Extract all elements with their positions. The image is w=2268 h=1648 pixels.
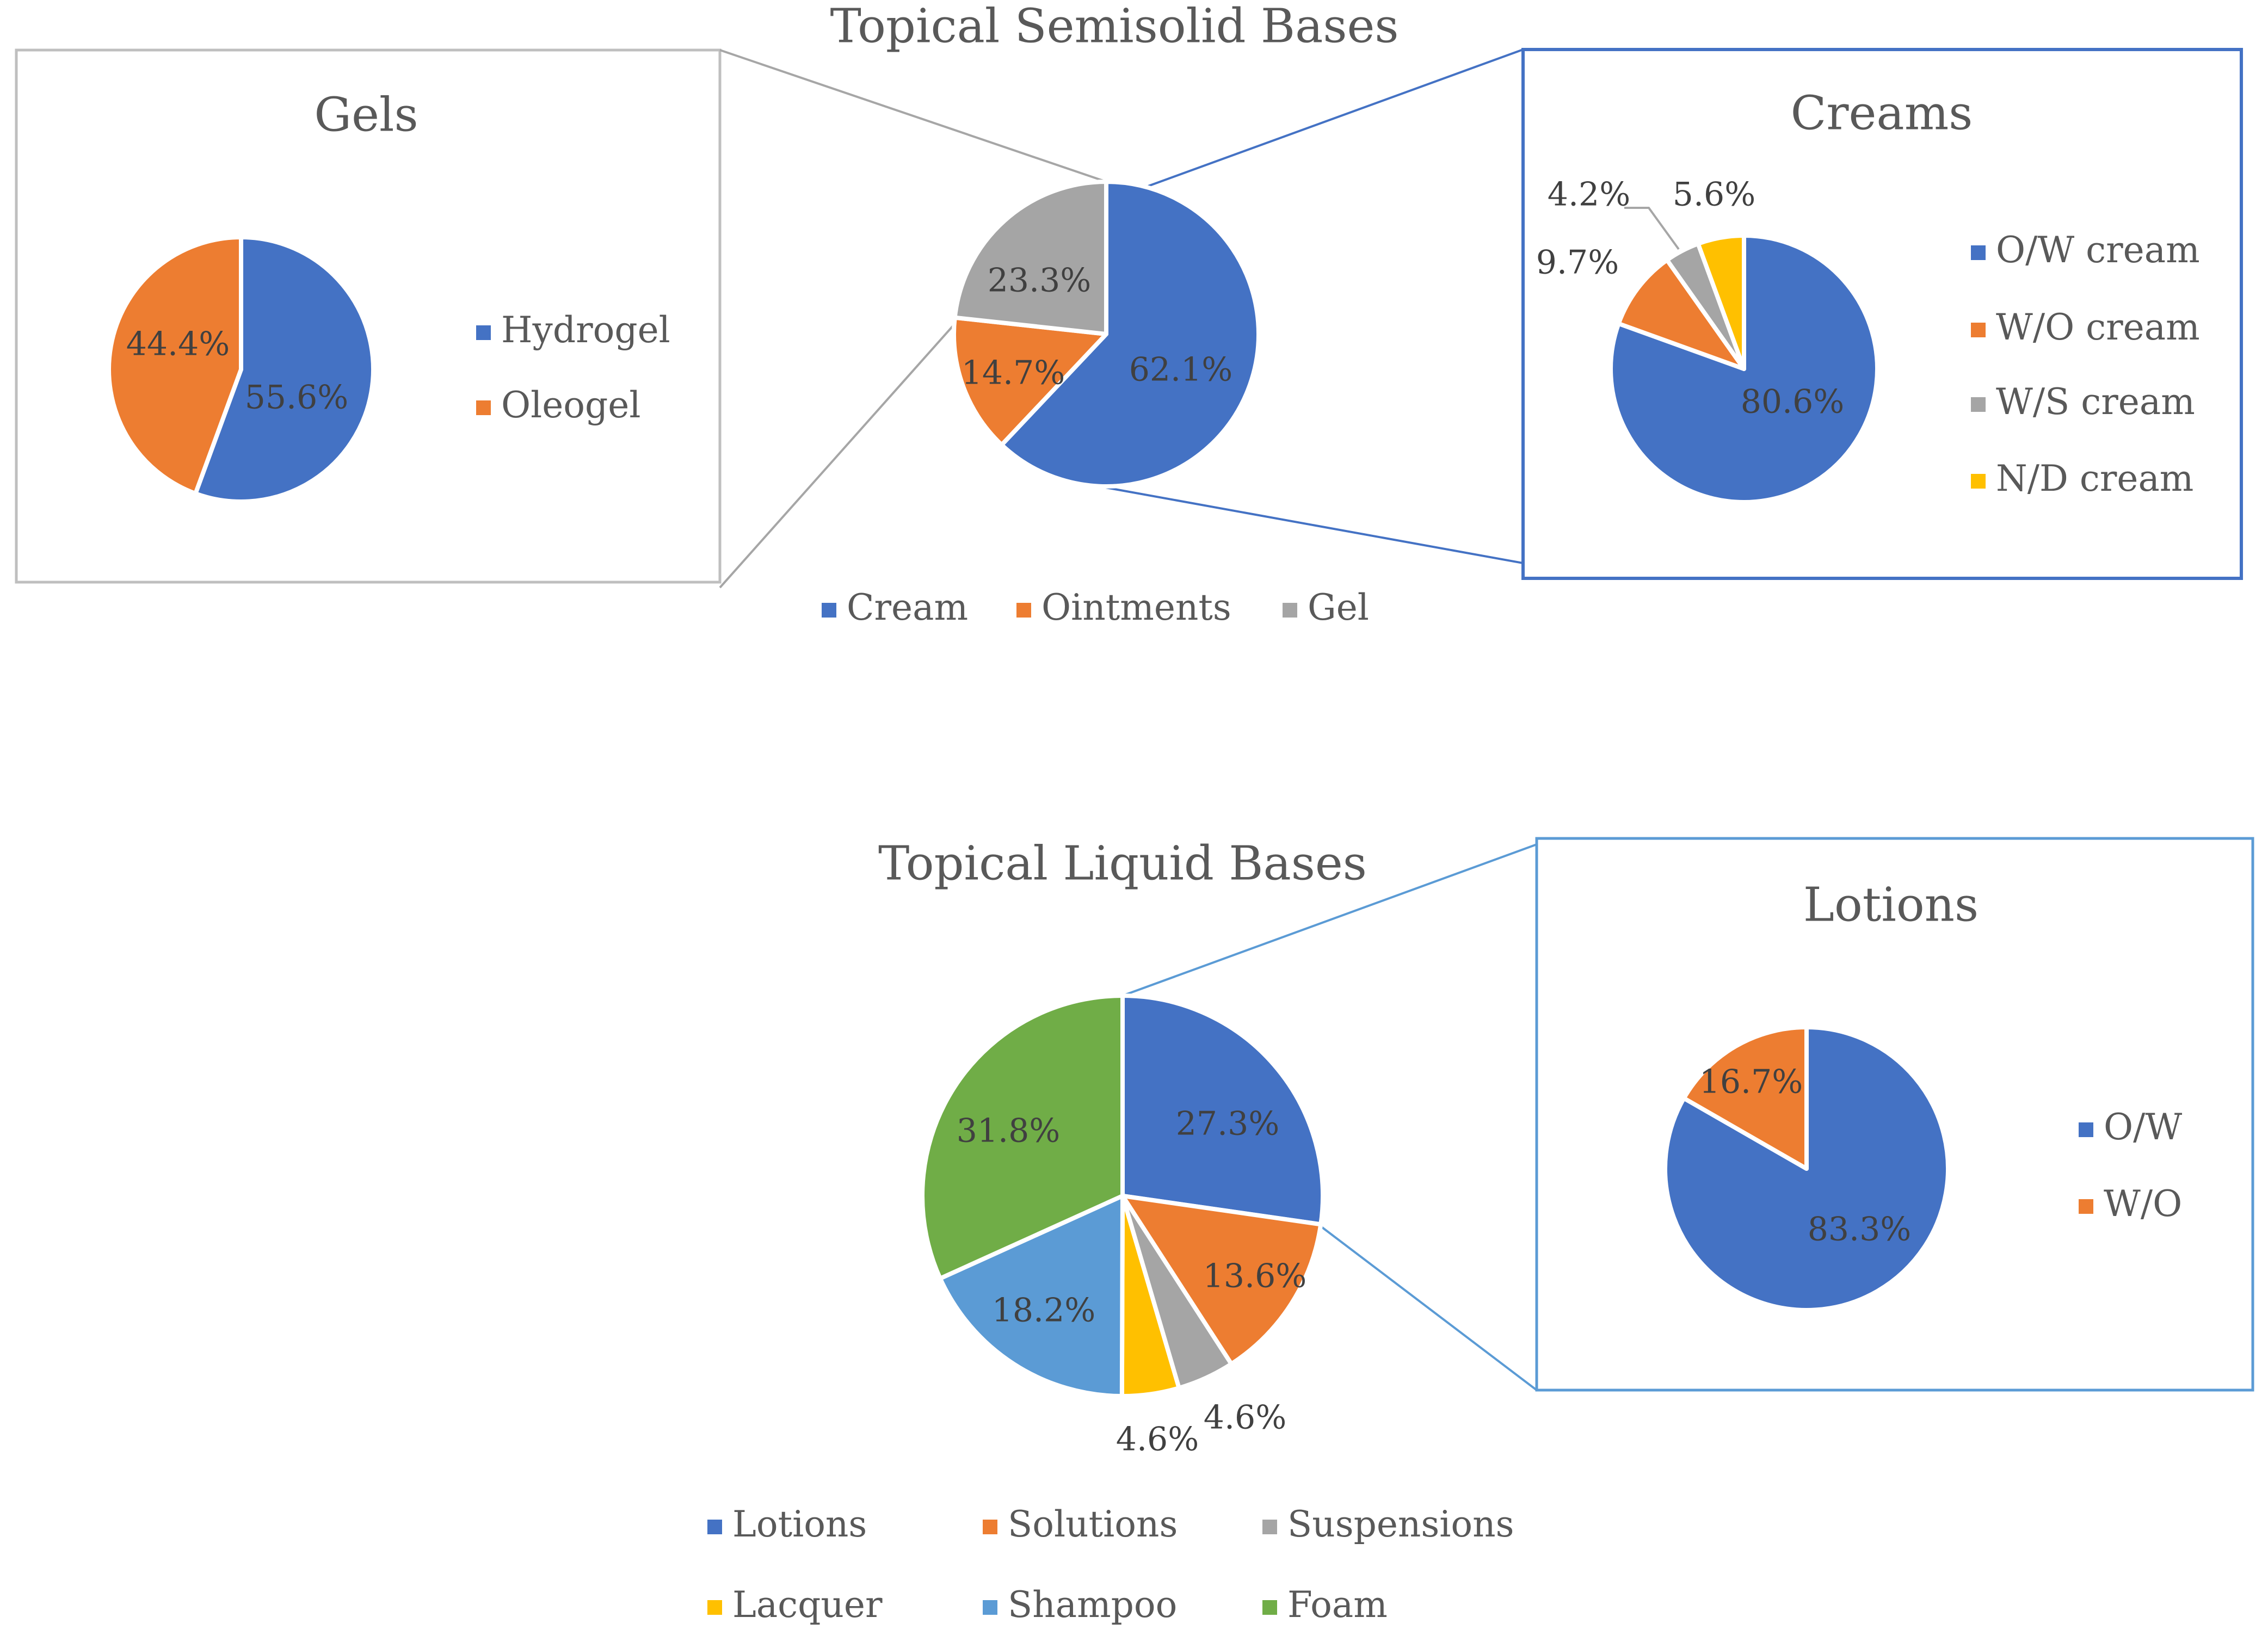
liquid-legend-label: Foam [1287,1584,1388,1626]
gels-connector-top [719,49,1107,183]
gels-legend-swatch [476,325,491,340]
lotions-connector-top [1122,843,1537,997]
semisolid-title: Topical Semisolid Bases [830,0,1398,54]
creams-legend-swatch [1971,474,1986,489]
creams-connector-bottom [1096,485,1524,564]
semisolid-legend-label: Cream [847,587,968,628]
liquid-data-label: 13.6% [1203,1257,1307,1295]
liquid-data-label: 31.8% [957,1112,1061,1150]
creams-connector-top [1148,48,1524,187]
creams-title: Creams [1791,87,1973,141]
semisolid-data-label: 23.3% [988,262,1092,300]
lotions-legend-swatch [2079,1122,2093,1137]
liquid-legend-swatch [1262,1520,1277,1534]
semisolid-legend-swatch [822,603,836,618]
gels-data-label: 44.4% [126,325,230,363]
creams-slice-n-d-cream [1696,233,1746,371]
liquid-slice-solutions [1120,1194,1323,1366]
lotions-legend-swatch [2079,1199,2093,1214]
gels-frame [15,48,722,584]
creams-data-label: 80.6% [1741,383,1845,421]
creams-legend-swatch [1971,397,1986,412]
gels-data-label: 55.6% [245,379,349,417]
lotions-connector-bottom [1317,1223,1538,1391]
semisolid-data-label: 14.7% [962,354,1065,392]
creams-frame [1521,48,2243,580]
semisolid-slice-gel [952,180,1108,336]
semisolid-slice-cream [999,180,1261,489]
liquid-slice-lotions [1120,993,1325,1227]
gels-legend-swatch [476,400,491,415]
lotions-frame [1535,837,2254,1392]
semisolid-slice-ointments [952,315,1108,447]
creams-data-label: 9.7% [1536,244,1619,282]
lotions-slice-w-o [1681,1025,1809,1171]
semisolid-data-label: 62.1% [1129,351,1233,389]
liquid-slice-shampoo [938,1194,1125,1398]
semisolid-legend-swatch [1016,603,1031,618]
gels-legend-label: Hydrogel [501,309,670,351]
liquid-legend-swatch [707,1600,722,1615]
liquid-data-label: 4.6% [1204,1399,1286,1437]
creams-legend-label: W/O cream [1996,306,2200,348]
liquid-slice-foam [920,993,1125,1281]
lotions-legend-label: W/O [2104,1183,2182,1225]
liquid-legend-label: Lacquer [732,1584,883,1626]
liquid-legend-label: Shampoo [1008,1584,1177,1626]
liquid-legend-swatch [707,1520,722,1534]
gels-legend-label: Oleogel [501,384,640,426]
liquid-legend-label: Lotions [732,1503,867,1545]
frames-and-connectors [15,48,2254,1392]
semisolid-legend-swatch [1283,603,1297,618]
semisolid-legend-label: Ointments [1041,587,1231,628]
liquid-title: Topical Liquid Bases [878,837,1367,891]
creams-legend-label: W/S cream [1996,381,2195,423]
gels-slice-hydrogel [193,235,375,504]
creams-data-label: 5.6% [1673,176,1755,214]
liquid-data-label: 27.3% [1176,1105,1280,1143]
liquid-data-label: 4.6% [1116,1421,1199,1459]
creams-legend-swatch [1971,323,1986,337]
liquid-legend-label: Solutions [1008,1503,1178,1545]
liquid-legend-label: Suspensions [1287,1503,1514,1545]
creams-data-label: 4.2% [1548,176,1630,214]
creams-legend-label: N/D cream [1996,458,2193,499]
liquid-legend-swatch [983,1520,997,1534]
liquid-legend-swatch [983,1600,997,1615]
creams-leader-line [1624,207,1680,250]
creams-legend-swatch [1971,245,1986,260]
gels-connector-bottom [719,319,959,589]
liquid-data-label: 18.2% [992,1292,1096,1330]
semisolid-legend-label: Gel [1308,587,1369,628]
lotions-data-label: 16.7% [1699,1063,1803,1101]
creams-legend-label: O/W cream [1996,229,2200,271]
lotions-title: Lotions [1803,878,1979,933]
lotions-legend-label: O/W [2104,1106,2182,1148]
creams-slice-w-o-cream [1616,257,1746,371]
liquid-legend-swatch [1262,1600,1277,1615]
gels-slice-oleogel [107,235,243,496]
gels-title: Gels [314,88,418,143]
lotions-data-label: 83.3% [1808,1211,1912,1249]
